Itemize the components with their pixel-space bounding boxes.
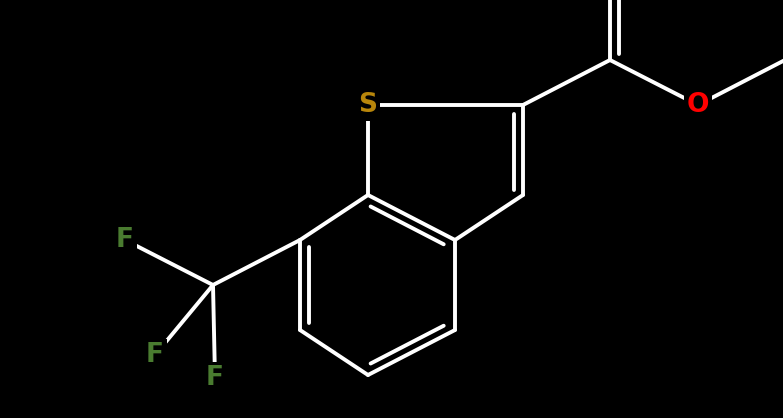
Text: F: F [206, 365, 224, 391]
Text: F: F [146, 342, 164, 368]
Text: F: F [116, 227, 134, 253]
Text: S: S [359, 92, 377, 118]
Text: O: O [687, 92, 709, 118]
